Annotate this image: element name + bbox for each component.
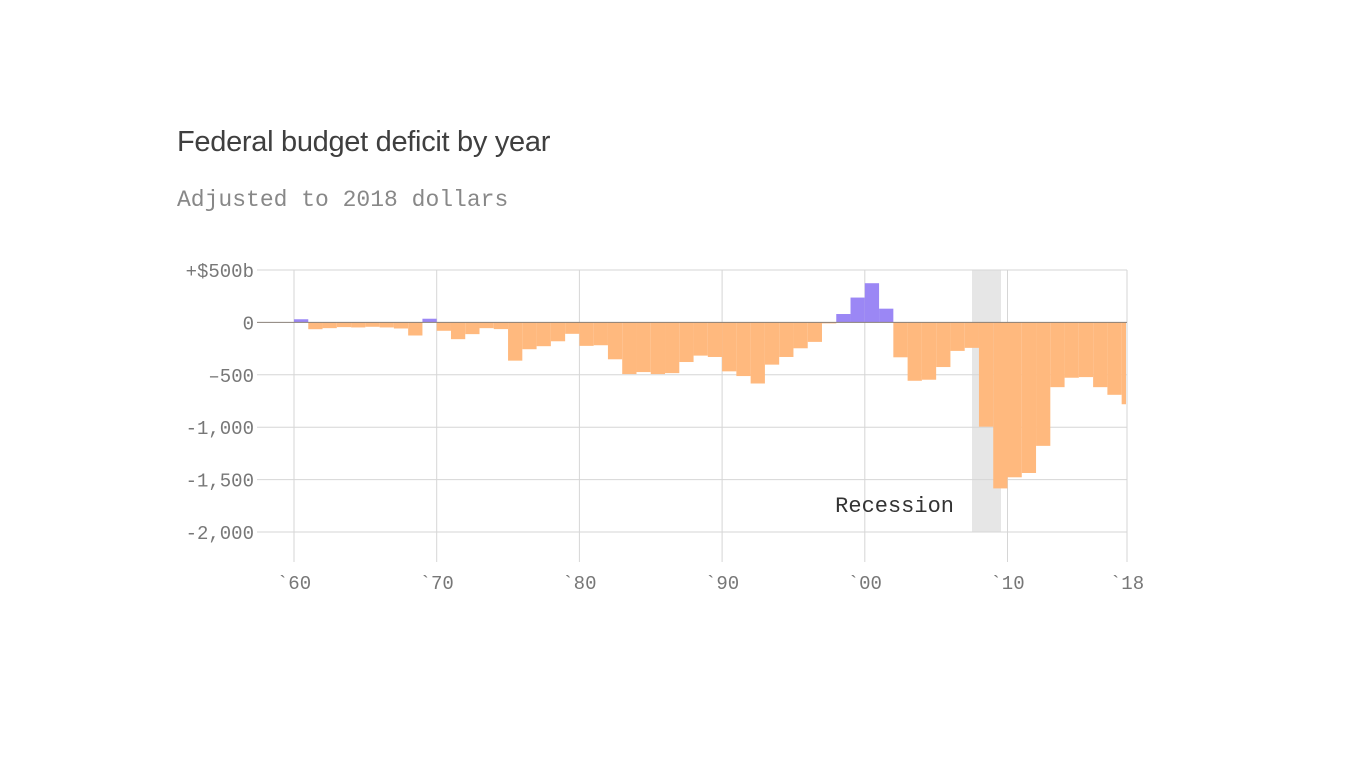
bar-2014 — [1064, 322, 1079, 378]
y-tick-label: –500 — [208, 366, 254, 388]
bar-1962 — [322, 322, 337, 329]
bar-1983 — [622, 322, 637, 375]
recession-label: Recession — [835, 494, 954, 519]
bar-1973 — [479, 322, 494, 329]
bar-1993 — [764, 322, 780, 365]
bar-1984 — [636, 322, 651, 373]
bar-2010 — [1007, 322, 1022, 478]
x-tick-label: `00 — [848, 573, 882, 595]
bar-2013 — [1050, 322, 1065, 388]
x-tick-label: `60 — [277, 573, 311, 595]
y-tick-label: 0 — [243, 313, 254, 335]
bar-1998 — [836, 314, 851, 323]
bar-2004 — [921, 322, 937, 380]
x-tick-label: `70 — [420, 573, 454, 595]
bar-1967 — [393, 322, 409, 329]
bar-2003 — [907, 322, 922, 381]
bar-2001 — [879, 308, 894, 323]
bar-1971 — [450, 322, 466, 340]
y-tick-label: -1,000 — [186, 418, 254, 440]
bar-2007 — [964, 322, 979, 348]
bar-1976 — [522, 322, 537, 350]
bar-2018 — [1121, 322, 1126, 405]
bar-1989 — [707, 322, 723, 357]
bar-1977 — [536, 322, 551, 347]
chart-title: Federal budget deficit by year — [177, 126, 551, 158]
bar-1987 — [679, 322, 694, 363]
bar-1990 — [722, 322, 737, 372]
bar-1965 — [365, 322, 380, 327]
bar-2006 — [950, 322, 965, 351]
bar-1985 — [650, 322, 666, 375]
bar-2009 — [993, 322, 1008, 489]
bar-1966 — [379, 322, 394, 328]
bar-2015 — [1078, 322, 1094, 378]
bar-2000 — [864, 283, 880, 323]
bar-2002 — [893, 322, 908, 358]
x-tick-label: `18 — [1110, 573, 1144, 595]
bar-1978 — [550, 322, 566, 342]
x-tick-label: `10 — [990, 573, 1024, 595]
bar-1969 — [422, 318, 437, 323]
bar-1986 — [665, 322, 680, 374]
bar-1970 — [436, 322, 451, 331]
bar-1994 — [779, 322, 794, 357]
bar-2016 — [1093, 322, 1108, 388]
bar-1982 — [607, 322, 623, 360]
bar-1960 — [294, 319, 309, 323]
bar-1992 — [750, 322, 765, 384]
bar-2008 — [978, 322, 994, 427]
y-tick-label: -1,500 — [186, 471, 254, 493]
bar-2012 — [1036, 322, 1051, 446]
bar-1991 — [736, 322, 751, 377]
bar-2017 — [1107, 322, 1122, 395]
bar-1972 — [465, 322, 480, 335]
bar-1996 — [807, 322, 822, 342]
y-tick-label: +$500b — [186, 261, 254, 283]
bar-1974 — [493, 322, 509, 330]
x-tick-label: `80 — [562, 573, 596, 595]
bar-1980 — [579, 322, 594, 346]
y-tick-label: -2,000 — [186, 523, 254, 545]
bar-1961 — [308, 322, 323, 330]
bar-1975 — [508, 322, 523, 361]
bar-1964 — [351, 322, 366, 328]
bar-1995 — [793, 322, 808, 349]
bar-1968 — [408, 322, 423, 336]
bar-2011 — [1021, 322, 1037, 473]
bar-1988 — [693, 322, 708, 356]
bar-1999 — [850, 297, 865, 323]
bar-2005 — [936, 322, 951, 368]
bar-1979 — [565, 322, 580, 334]
bar-1981 — [593, 322, 608, 346]
chart-subtitle: Adjusted to 2018 dollars — [177, 187, 509, 213]
x-tick-label: `90 — [705, 573, 739, 595]
bar-1963 — [336, 322, 352, 328]
